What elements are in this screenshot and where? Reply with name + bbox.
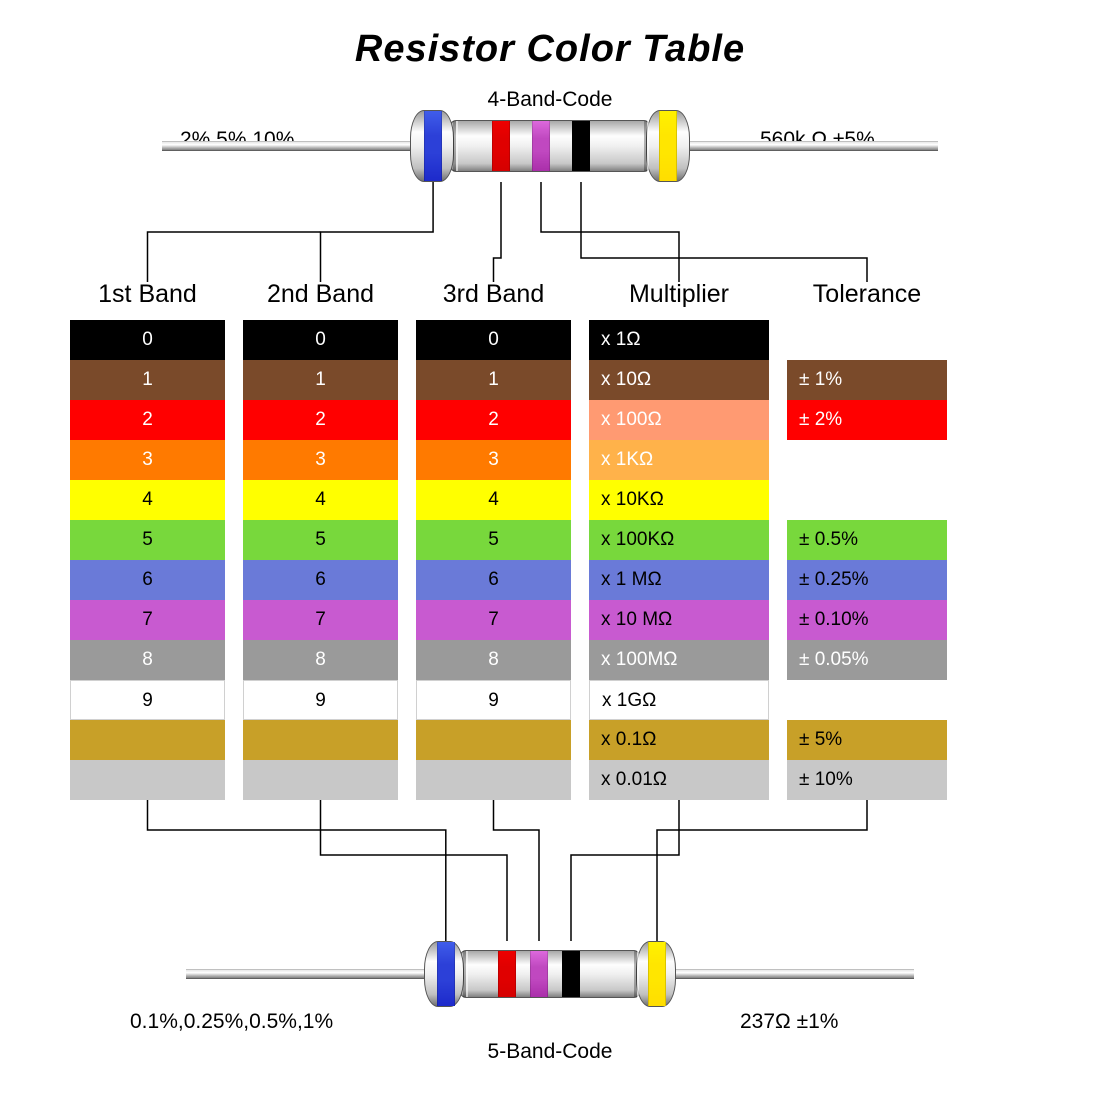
column: 1st Band 0123456789 <box>70 280 225 800</box>
color-cell: 5 <box>416 520 571 560</box>
color-cell: 6 <box>243 560 398 600</box>
column-header: 3rd Band <box>416 280 571 312</box>
column-header: Tolerance <box>787 280 947 312</box>
color-cell: 4 <box>416 480 571 520</box>
color-cell: 4 <box>70 480 225 520</box>
color-cell <box>416 760 571 800</box>
color-band <box>437 942 455 1006</box>
color-cell <box>243 720 398 760</box>
column-header: 1st Band <box>70 280 225 312</box>
color-band <box>648 942 666 1006</box>
color-band <box>530 951 548 997</box>
color-cell: ± 0.5% <box>787 520 947 560</box>
color-cell: x 100KΩ <box>589 520 769 560</box>
color-cell: 8 <box>416 640 571 680</box>
color-band <box>492 121 510 171</box>
color-cell: ± 0.10% <box>787 600 947 640</box>
color-cell: 3 <box>243 440 398 480</box>
color-cell: x 1Ω <box>589 320 769 360</box>
color-cell: 0 <box>416 320 571 360</box>
column: 2nd Band 0123456789 <box>243 280 398 800</box>
color-cell: x 0.01Ω <box>589 760 769 800</box>
color-band <box>532 121 550 171</box>
color-band <box>659 111 677 181</box>
color-cell: x 10KΩ <box>589 480 769 520</box>
color-cell: x 1 MΩ <box>589 560 769 600</box>
color-cell: 9 <box>70 680 225 720</box>
color-cell: x 0.1Ω <box>589 720 769 760</box>
color-band <box>498 951 516 997</box>
color-band <box>572 121 590 171</box>
color-cell: ± 0.05% <box>787 640 947 680</box>
color-cell: x 1KΩ <box>589 440 769 480</box>
column: 3rd Band 0123456789 <box>416 280 571 800</box>
color-cell: 1 <box>416 360 571 400</box>
color-cell: 6 <box>70 560 225 600</box>
color-cell: x 10Ω <box>589 360 769 400</box>
color-cell: 0 <box>70 320 225 360</box>
color-cell <box>70 720 225 760</box>
color-cell: 9 <box>416 680 571 720</box>
color-cell: 2 <box>70 400 225 440</box>
color-cell: 5 <box>70 520 225 560</box>
color-cell: 2 <box>416 400 571 440</box>
bottom-resistor-label: 5-Band-Code <box>0 1040 1100 1064</box>
bottom-left-text: 0.1%,0.25%,0.5%,1% <box>130 1010 333 1034</box>
color-cell: ± 2% <box>787 400 947 440</box>
color-band <box>562 951 580 997</box>
color-cell: ± 10% <box>787 760 947 800</box>
color-cell: 3 <box>70 440 225 480</box>
color-cell: 5 <box>243 520 398 560</box>
color-cell: 4 <box>243 480 398 520</box>
color-cell <box>70 760 225 800</box>
color-columns: 1st Band01234567892nd Band01234567893rd … <box>70 280 947 800</box>
color-cell: x 100Ω <box>589 400 769 440</box>
color-cell: 0 <box>243 320 398 360</box>
color-band <box>424 111 442 181</box>
column: Tolerance ± 1%± 2% ± 0.5%± 0.25%± 0.10%± 0… <box>787 280 947 800</box>
column-header: 2nd Band <box>243 280 398 312</box>
bottom-right-text: 237Ω ±1% <box>740 1010 838 1034</box>
color-cell: 7 <box>243 600 398 640</box>
color-cell: x 100MΩ <box>589 640 769 680</box>
color-cell: 8 <box>243 640 398 680</box>
color-cell: 1 <box>70 360 225 400</box>
column: Multiplierx 1Ωx 10Ωx 100Ωx 1KΩx 10KΩx 10… <box>589 280 769 800</box>
color-cell: x 10 MΩ <box>589 600 769 640</box>
color-cell: 7 <box>416 600 571 640</box>
color-cell: x 1GΩ <box>589 680 769 720</box>
color-cell <box>416 720 571 760</box>
page-title: Resistor Color Table <box>0 28 1100 71</box>
color-cell: 3 <box>416 440 571 480</box>
color-cell: 6 <box>416 560 571 600</box>
color-cell: ± 1% <box>787 360 947 400</box>
top-resistor-label: 4-Band-Code <box>0 88 1100 112</box>
color-cell: 9 <box>243 680 398 720</box>
color-cell: ± 0.25% <box>787 560 947 600</box>
column-header: Multiplier <box>589 280 769 312</box>
color-cell: 8 <box>70 640 225 680</box>
color-cell: 7 <box>70 600 225 640</box>
color-cell: 1 <box>243 360 398 400</box>
color-cell: 2 <box>243 400 398 440</box>
color-cell: ± 5% <box>787 720 947 760</box>
color-cell <box>243 760 398 800</box>
